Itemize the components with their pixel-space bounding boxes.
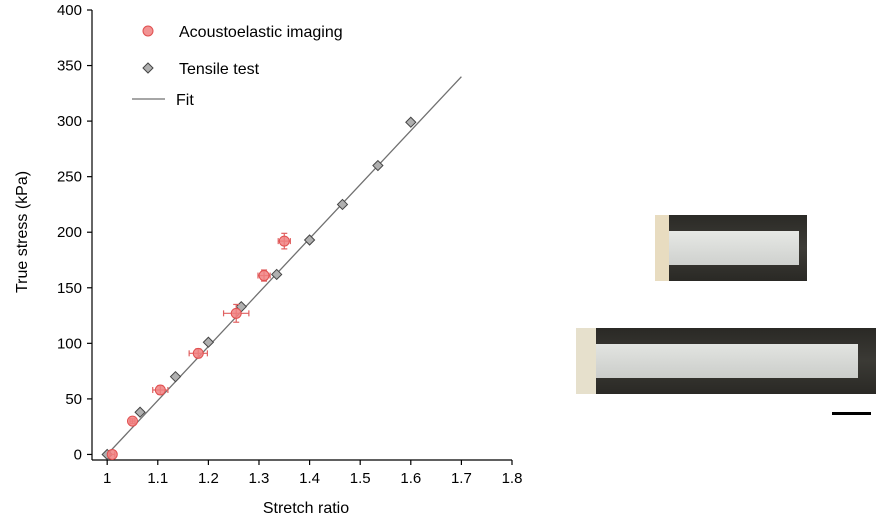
legend-label: Tensile test [179, 61, 260, 78]
photo-left-edge [576, 328, 596, 394]
x-tick-label: 1.1 [147, 470, 168, 487]
acoustoelastic-marker [154, 384, 166, 396]
specimen-strip [596, 344, 858, 378]
acoustoelastic-point [106, 448, 118, 460]
acoustoelastic-marker [230, 307, 242, 319]
tensile-test-point [303, 234, 316, 246]
legend-marker-tensile [142, 62, 154, 74]
y-tick-label: 350 [57, 58, 82, 75]
x-tick-label: 1 [103, 470, 111, 487]
y-tick-label: 400 [57, 2, 82, 19]
legend: Acoustoelastic imaging Tensile test Fit [132, 24, 343, 109]
acoustoelastic-point [277, 232, 291, 250]
photo-stretched-specimen [576, 328, 876, 394]
photo-unstretched-specimen [655, 215, 807, 281]
legend-label: Acoustoelastic imaging [179, 24, 343, 41]
fit-line [106, 76, 462, 455]
tensile-test-point [134, 406, 146, 418]
y-tick-label: 250 [57, 169, 82, 186]
x-tick-label: 1.8 [502, 470, 523, 487]
x-axis-title: Stretch ratio [263, 500, 349, 517]
x-tick-label: 1.7 [451, 470, 472, 487]
y-tick-label: 100 [57, 335, 82, 352]
x-tick-label: 1.3 [249, 470, 270, 487]
tensile-test-point [405, 116, 417, 128]
y-tick-label: 150 [57, 280, 82, 297]
specimen-strip [669, 231, 799, 265]
y-axis-title: True stress (kPa) [14, 171, 31, 293]
x-tick-label: 1.5 [350, 470, 371, 487]
photo-left-edge [655, 215, 669, 281]
acoustoelastic-marker [106, 448, 118, 460]
x-tick-label: 1.6 [400, 470, 421, 487]
y-tick-label: 0 [74, 446, 82, 463]
acoustoelastic-point [126, 415, 138, 427]
acoustoelastic-point [152, 384, 169, 396]
scale-bar [832, 412, 871, 415]
x-tick-label: 1.4 [299, 470, 320, 487]
tensile-test-point [169, 370, 182, 383]
x-tick-label: 1.2 [198, 470, 219, 487]
y-tick-label: 200 [57, 224, 82, 241]
legend-marker-acoustoelastic [142, 25, 154, 37]
acoustoelastic-point [222, 303, 250, 323]
tensile-test-point [336, 198, 349, 211]
acoustoelastic-marker [192, 347, 204, 359]
data-marks [101, 116, 417, 461]
tensile-test-point [372, 159, 384, 172]
y-tick-label: 50 [65, 391, 82, 408]
acoustoelastic-point [188, 347, 208, 359]
axes: 1 1.1 1.2 1.3 1.4 1.5 1.6 1.7 1.8 0 50 100 150 200 250… [57, 2, 522, 487]
acoustoelastic-marker [258, 270, 270, 282]
acoustoelastic-marker [126, 415, 138, 427]
fit-layer [106, 76, 462, 455]
tensile-test-point [270, 268, 283, 281]
y-tick-label: 300 [57, 113, 82, 130]
tensile-test-point [202, 336, 215, 348]
legend-label: Fit [176, 92, 194, 109]
acoustoelastic-point [257, 269, 271, 282]
acoustoelastic-marker [278, 235, 290, 247]
